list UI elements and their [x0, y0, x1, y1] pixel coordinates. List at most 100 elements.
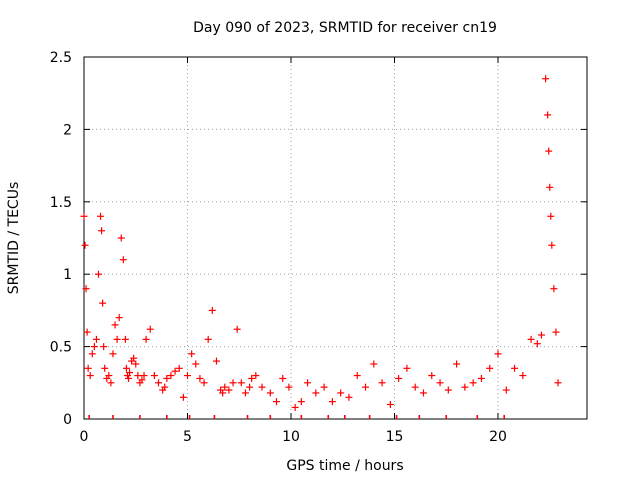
data-point [546, 183, 554, 191]
data-point [99, 299, 107, 307]
data-point [386, 401, 394, 409]
data-point [403, 364, 411, 372]
x-tick-label: 5 [183, 429, 192, 445]
data-point [545, 147, 553, 155]
data-point [142, 335, 150, 343]
data-point [266, 389, 274, 397]
data-point [229, 379, 237, 387]
data-point [161, 383, 169, 391]
data-point [285, 383, 293, 391]
y-tick-label: 2 [63, 122, 72, 138]
data-point [98, 227, 106, 235]
x-tick-labels: 0 5 10 15 20 [80, 429, 507, 445]
y-tick-label: 0.5 [50, 340, 72, 356]
data-point [219, 389, 227, 397]
data-point [111, 321, 119, 329]
data-point [494, 350, 502, 358]
data-point [155, 379, 163, 387]
y-tick-labels: 0 0.5 1 1.5 2 2.5 [50, 50, 72, 428]
data-point [113, 335, 121, 343]
x-tick-label: 15 [386, 429, 404, 445]
data-point [132, 360, 140, 368]
data-point [146, 325, 154, 333]
data-point [119, 256, 127, 264]
axis-ticks [83, 56, 587, 420]
data-point [502, 386, 510, 394]
data-point [179, 393, 187, 401]
data-point [378, 379, 386, 387]
plot-frame [83, 56, 588, 420]
data-point [115, 314, 123, 322]
data-point [204, 335, 212, 343]
data-point [233, 325, 241, 333]
data-point [83, 328, 91, 336]
y-tick-label: 1.5 [50, 195, 72, 211]
data-point [552, 328, 560, 336]
data-point [246, 383, 254, 391]
y-tick-label: 1 [63, 267, 72, 283]
data-point [212, 357, 220, 365]
data-point [122, 364, 130, 372]
data-point [337, 389, 345, 397]
data-point [196, 374, 204, 382]
data-point [163, 374, 171, 382]
data-point [279, 374, 287, 382]
data-point [258, 383, 266, 391]
x-axis-label: GPS time / hours [286, 458, 403, 474]
data-point [105, 372, 113, 380]
data-points [80, 75, 562, 419]
data-point [444, 386, 452, 394]
data-point [80, 212, 88, 220]
data-point [121, 335, 129, 343]
data-point [100, 343, 108, 351]
data-point [94, 270, 102, 278]
data-point [428, 372, 436, 380]
data-point [107, 379, 115, 387]
data-point [81, 241, 89, 249]
data-point [109, 350, 117, 358]
data-point [134, 372, 142, 380]
data-point [88, 350, 96, 358]
data-point [542, 75, 550, 83]
data-point [469, 379, 477, 387]
chart-title: Day 090 of 2023, SRMTID for receiver cn1… [193, 20, 497, 36]
data-point [84, 364, 92, 372]
data-point [273, 398, 281, 406]
data-point [86, 372, 94, 380]
data-point [477, 374, 485, 382]
data-point [241, 389, 249, 397]
data-point [550, 285, 558, 293]
data-point [544, 111, 552, 119]
data-point [395, 374, 403, 382]
x-tick-label: 20 [489, 429, 507, 445]
data-point [547, 212, 555, 220]
data-point [97, 212, 105, 220]
data-point [117, 234, 125, 242]
data-point [192, 360, 200, 368]
data-point [328, 398, 336, 406]
data-point [304, 379, 312, 387]
data-point [345, 393, 353, 401]
data-point [138, 376, 146, 384]
data-point [188, 350, 196, 358]
data-point [537, 331, 545, 339]
data-point [320, 383, 328, 391]
y-tick-label: 2.5 [50, 50, 72, 66]
data-point [183, 372, 191, 380]
data-point [225, 386, 233, 394]
data-point [436, 379, 444, 387]
data-point [291, 403, 299, 411]
data-point [453, 360, 461, 368]
data-point [167, 372, 175, 380]
data-point [362, 383, 370, 391]
data-point [171, 367, 179, 375]
y-tick-label: 0 [63, 412, 72, 428]
data-point [527, 335, 535, 343]
grid [84, 57, 587, 419]
data-point [461, 383, 469, 391]
x-tick-label: 10 [282, 429, 300, 445]
data-point [370, 360, 378, 368]
data-point [130, 354, 138, 362]
data-point [92, 335, 100, 343]
